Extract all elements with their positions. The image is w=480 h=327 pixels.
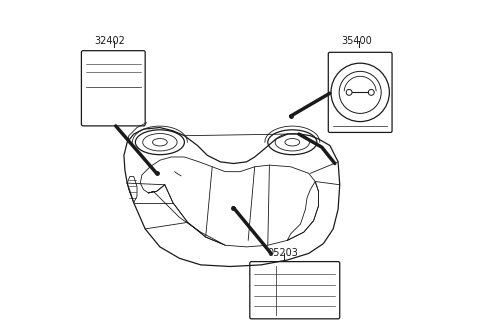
Text: 05203: 05203	[268, 249, 299, 258]
Text: 32402: 32402	[95, 36, 125, 46]
Text: 35400: 35400	[341, 36, 372, 46]
